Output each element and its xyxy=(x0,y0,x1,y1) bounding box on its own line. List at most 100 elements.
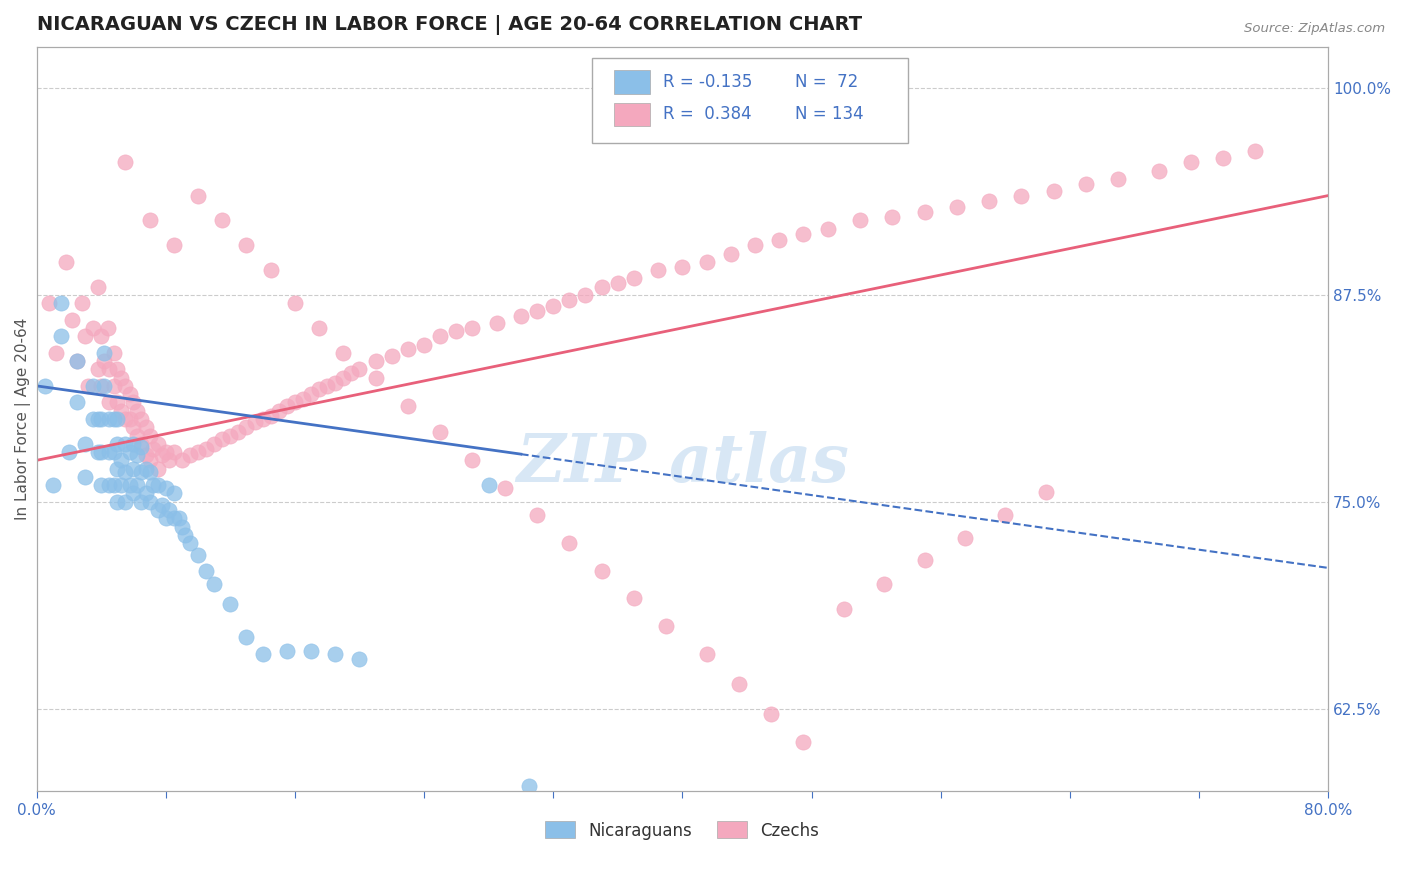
Point xyxy=(131,412,153,426)
Point xyxy=(163,445,186,459)
Point xyxy=(953,531,976,545)
Point xyxy=(299,643,322,657)
Point xyxy=(170,519,193,533)
Point xyxy=(155,482,177,496)
Point xyxy=(105,494,128,508)
Point xyxy=(90,329,112,343)
Point xyxy=(155,511,177,525)
Point xyxy=(41,478,63,492)
Point xyxy=(120,387,142,401)
Point xyxy=(125,449,148,463)
Point xyxy=(187,445,209,459)
Point xyxy=(413,337,436,351)
Point xyxy=(157,453,180,467)
Point xyxy=(105,395,128,409)
Point xyxy=(125,403,148,417)
Point xyxy=(381,349,404,363)
Point xyxy=(138,428,160,442)
Point xyxy=(34,379,56,393)
Point xyxy=(260,409,283,423)
Point xyxy=(98,478,121,492)
Point xyxy=(202,577,225,591)
Point xyxy=(276,399,298,413)
Point xyxy=(195,564,218,578)
Point xyxy=(243,415,266,429)
Point xyxy=(526,304,548,318)
Point xyxy=(1074,177,1097,191)
Point xyxy=(558,536,581,550)
Point xyxy=(110,453,132,467)
Text: R =  0.384: R = 0.384 xyxy=(664,105,752,123)
Point xyxy=(114,155,136,169)
Point xyxy=(146,437,169,451)
Point xyxy=(252,412,274,426)
Point xyxy=(97,321,120,335)
Point xyxy=(174,528,197,542)
Point xyxy=(135,461,157,475)
FancyBboxPatch shape xyxy=(592,58,908,144)
Text: ZIP atlas: ZIP atlas xyxy=(516,431,849,496)
Point xyxy=(1035,484,1057,499)
Point xyxy=(235,238,257,252)
Bar xyxy=(614,70,650,94)
Point xyxy=(485,316,508,330)
Point xyxy=(90,412,112,426)
Point xyxy=(291,392,314,406)
Point xyxy=(299,387,322,401)
Point xyxy=(103,412,125,426)
Point xyxy=(817,221,839,235)
Point xyxy=(60,312,83,326)
Point xyxy=(260,263,283,277)
Point xyxy=(49,296,72,310)
Point xyxy=(284,296,307,310)
Point xyxy=(146,503,169,517)
Point xyxy=(276,643,298,657)
Point xyxy=(66,395,89,409)
Point xyxy=(526,508,548,522)
Text: R = -0.135: R = -0.135 xyxy=(664,72,752,91)
Point xyxy=(90,379,112,393)
Point xyxy=(93,354,115,368)
Point xyxy=(316,379,339,393)
Point xyxy=(58,445,80,459)
Point xyxy=(125,428,148,442)
Point xyxy=(163,238,186,252)
Point xyxy=(110,403,132,417)
Point xyxy=(87,445,110,459)
Point xyxy=(87,279,110,293)
Point xyxy=(103,345,125,359)
Point xyxy=(163,486,186,500)
Point xyxy=(429,329,451,343)
Point xyxy=(82,412,104,426)
Point xyxy=(792,734,814,748)
Point xyxy=(135,449,157,463)
Point xyxy=(849,213,872,227)
Point xyxy=(1010,188,1032,202)
Point xyxy=(138,465,160,479)
Point xyxy=(163,511,186,525)
Point xyxy=(114,412,136,426)
Point xyxy=(696,647,718,661)
Text: NICARAGUAN VS CZECH IN LABOR FORCE | AGE 20-64 CORRELATION CHART: NICARAGUAN VS CZECH IN LABOR FORCE | AGE… xyxy=(37,15,862,35)
Legend: Nicaraguans, Czechs: Nicaraguans, Czechs xyxy=(538,814,827,847)
Point xyxy=(103,379,125,393)
Point xyxy=(73,437,96,451)
Point xyxy=(744,238,766,252)
Point xyxy=(994,508,1017,522)
Point xyxy=(38,296,60,310)
Point xyxy=(1212,151,1234,165)
Point xyxy=(606,277,628,291)
Point xyxy=(461,321,484,335)
Point xyxy=(284,395,307,409)
Point xyxy=(114,437,136,451)
Point xyxy=(82,379,104,393)
Point xyxy=(114,379,136,393)
Point xyxy=(105,461,128,475)
Point xyxy=(179,536,201,550)
Point xyxy=(155,445,177,459)
Text: Source: ZipAtlas.com: Source: ZipAtlas.com xyxy=(1244,22,1385,36)
Point xyxy=(152,498,174,512)
Point xyxy=(152,449,174,463)
Point xyxy=(66,354,89,368)
Point xyxy=(70,296,93,310)
